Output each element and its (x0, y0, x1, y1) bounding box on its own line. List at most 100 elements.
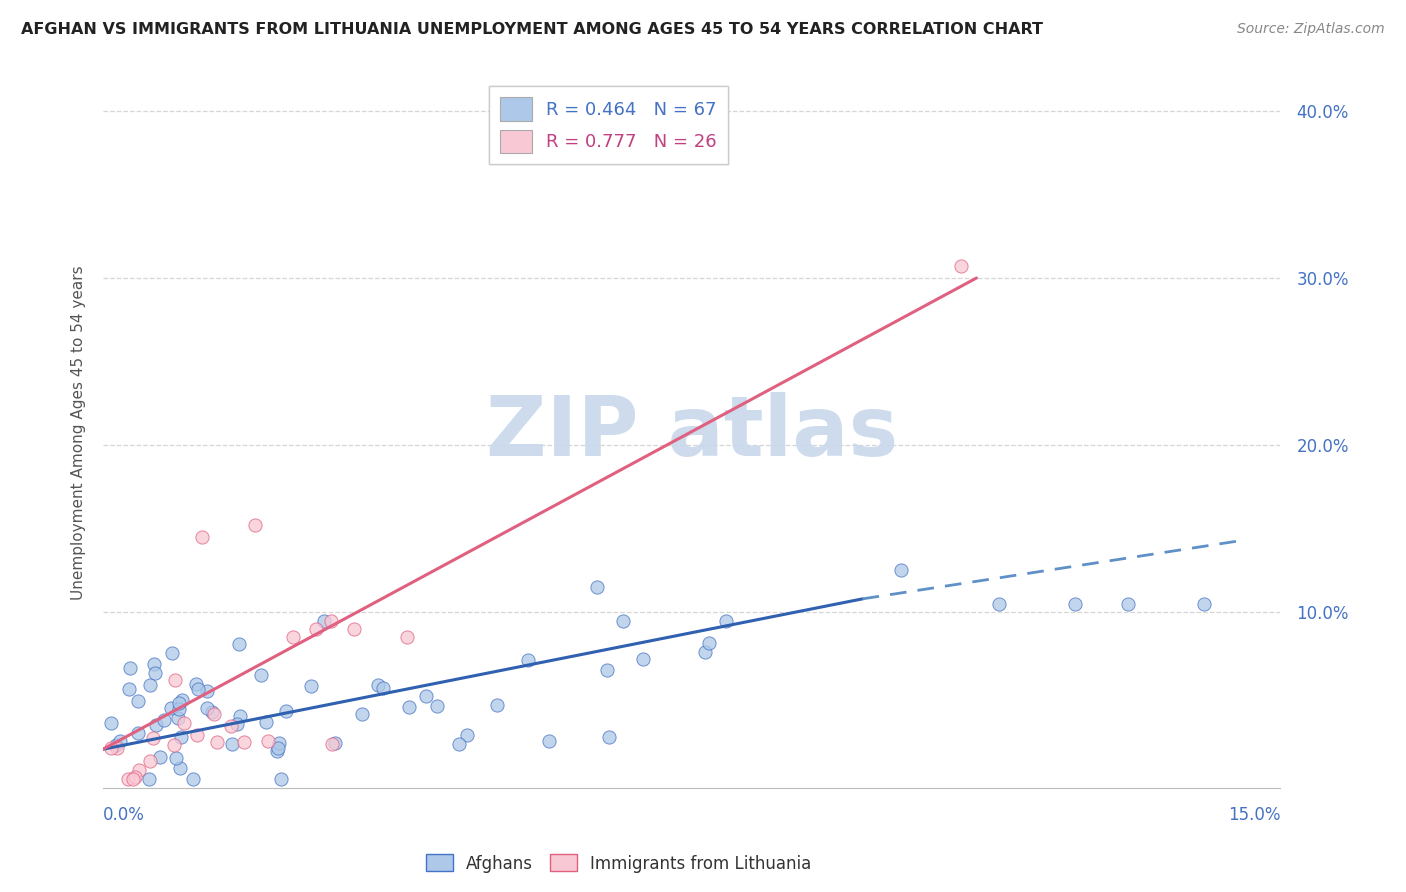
Point (118, 681, 141, 696)
Point (167, 702, 190, 716)
Point (950, 260, 973, 274)
Legend: Afghans, Immigrants from Lithuania: Afghans, Immigrants from Lithuania (419, 847, 818, 880)
Point (714, 614, 737, 628)
Point (201, 705, 224, 719)
Point (169, 730, 191, 744)
Point (697, 636, 720, 650)
Point (598, 730, 620, 744)
Point (299, 679, 322, 693)
Point (228, 636, 250, 650)
Point (139, 678, 162, 692)
Point (243, 518, 266, 533)
Point (595, 663, 617, 677)
Point (585, 580, 607, 594)
Point (163, 738, 186, 752)
Point (537, 734, 560, 748)
Point (323, 736, 346, 750)
Point (190, 530, 212, 544)
Point (486, 698, 509, 713)
Y-axis label: Unemployment Among Ages 45 to 54 years: Unemployment Among Ages 45 to 54 years (72, 265, 86, 600)
Point (225, 716, 247, 731)
Point (207, 735, 229, 749)
Text: AFGHAN VS IMMIGRANTS FROM LITHUANIA UNEMPLOYMENT AMONG AGES 45 TO 54 YEARS CORRE: AFGHAN VS IMMIGRANTS FROM LITHUANIA UNEM… (21, 22, 1043, 37)
Point (138, 772, 160, 787)
Point (304, 622, 326, 636)
Point (889, 564, 911, 578)
Point (612, 614, 634, 628)
Point (267, 741, 290, 756)
Point (274, 704, 297, 718)
Text: 15.0%: 15.0% (1227, 806, 1281, 824)
Point (202, 707, 225, 722)
Point (195, 684, 218, 698)
Point (167, 696, 190, 710)
Point (219, 719, 242, 733)
Point (229, 709, 252, 723)
Point (350, 706, 373, 721)
Point (195, 701, 218, 715)
Point (1194, 597, 1216, 611)
Point (142, 731, 165, 746)
Point (105, 741, 128, 756)
Point (181, 772, 204, 787)
Point (342, 622, 364, 636)
Point (516, 653, 538, 667)
Point (138, 754, 160, 768)
Legend: R = 0.464   N = 67, R = 0.777   N = 26: R = 0.464 N = 67, R = 0.777 N = 26 (489, 87, 728, 163)
Text: ZIP atlas: ZIP atlas (485, 392, 898, 473)
Point (693, 645, 716, 659)
Point (100, 740, 122, 755)
Point (170, 693, 193, 707)
Point (269, 736, 291, 750)
Point (449, 737, 471, 751)
Point (270, 772, 292, 786)
Point (187, 681, 209, 696)
Point (186, 728, 208, 742)
Point (249, 668, 271, 682)
Point (281, 630, 304, 644)
Point (163, 673, 186, 688)
Point (395, 630, 418, 644)
Point (233, 735, 256, 749)
Point (371, 681, 394, 695)
Point (1118, 597, 1140, 611)
Point (117, 772, 139, 787)
Point (127, 726, 149, 740)
Point (184, 676, 207, 690)
Point (162, 646, 184, 660)
Point (100, 715, 122, 730)
Point (321, 737, 343, 751)
Point (1064, 597, 1087, 611)
Point (398, 700, 420, 714)
Point (173, 715, 195, 730)
Point (319, 614, 342, 628)
Point (254, 714, 277, 729)
Point (167, 711, 190, 725)
Point (314, 615, 336, 629)
Point (105, 738, 128, 752)
Point (266, 743, 288, 757)
Point (415, 689, 437, 703)
Point (988, 597, 1011, 611)
Point (456, 728, 478, 742)
Point (120, 661, 142, 675)
Point (149, 750, 172, 764)
Point (108, 734, 131, 748)
Point (426, 699, 449, 714)
Point (128, 763, 150, 777)
Point (127, 694, 149, 708)
Point (122, 772, 145, 787)
Point (143, 657, 166, 671)
Text: Source: ZipAtlas.com: Source: ZipAtlas.com (1237, 22, 1385, 37)
Point (145, 718, 167, 732)
Point (165, 750, 187, 764)
Point (367, 678, 389, 692)
Point (153, 713, 176, 727)
Point (143, 666, 166, 681)
Point (257, 733, 280, 747)
Text: 0.0%: 0.0% (103, 806, 145, 824)
Point (160, 701, 183, 715)
Point (631, 651, 654, 665)
Point (221, 738, 243, 752)
Point (124, 770, 146, 784)
